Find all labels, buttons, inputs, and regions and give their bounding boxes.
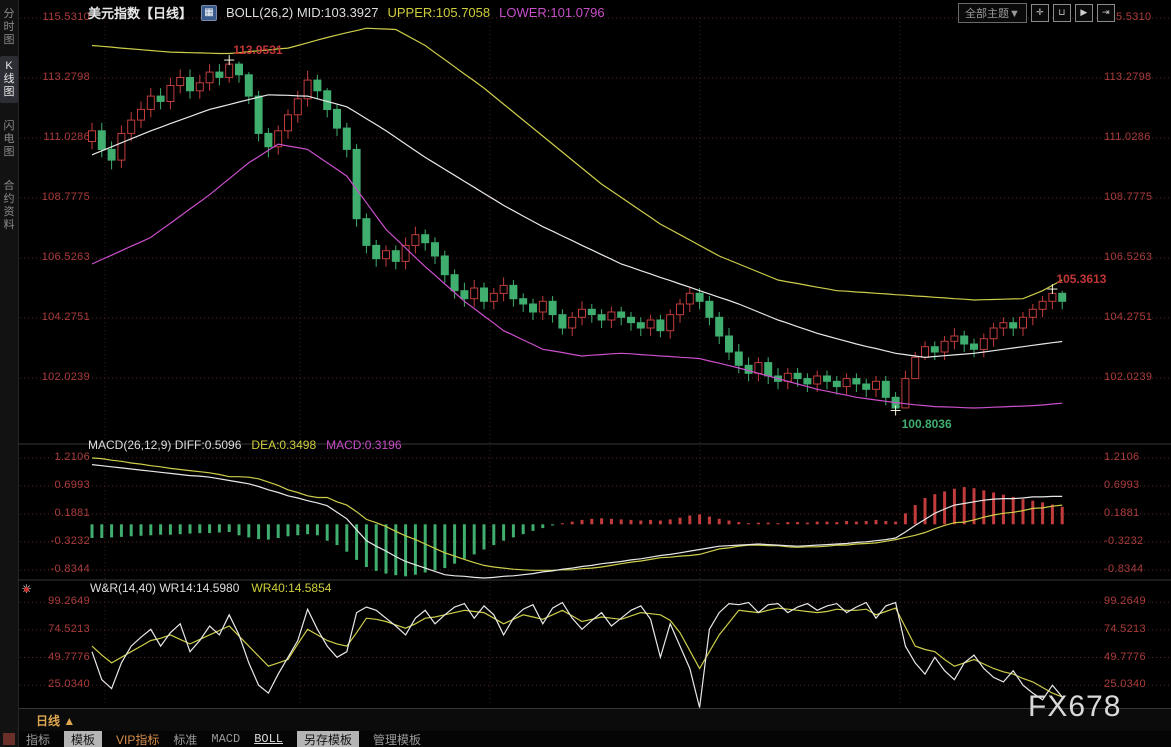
macd-header: MACD(26,12,9) DIFF:0.5096 DEA:0.3498 MAC… bbox=[88, 438, 402, 452]
play-pane-icon[interactable]: ▶ bbox=[1074, 4, 1093, 22]
x-axis-row: 日线 ▲ bbox=[0, 708, 1171, 732]
tab-indicator[interactable]: 指标 bbox=[26, 732, 51, 747]
window-controls: 全部主题▼ ✛ ⊔ ▶ ⇥ bbox=[958, 3, 1115, 23]
main-chart-header: 美元指数【日线】 ▦ BOLL(26,2) MID:103.3927 UPPER… bbox=[88, 3, 605, 22]
boll-mid-label: BOLL(26,2) MID:103.3927 bbox=[226, 5, 379, 20]
corner-icon[interactable] bbox=[3, 733, 15, 745]
macd-dea-label: DEA:0.3498 bbox=[251, 438, 317, 452]
bottom-tab-bar: 指标 模板 VIP指标 标准 MACD BOLL 另存模板 管理模板 bbox=[18, 730, 1171, 747]
macd-diff-label: MACD(26,12,9) DIFF:0.5096 bbox=[88, 438, 242, 452]
boll-lower-label: LOWER:101.0796 bbox=[499, 5, 605, 20]
instrument-title: 美元指数【日线】 bbox=[88, 6, 193, 21]
sidebar: 分时图 K线图 闪电图 合约资料 bbox=[0, 0, 19, 747]
grid-lines bbox=[0, 17, 1171, 706]
price-markers bbox=[224, 55, 1058, 416]
tab-save-template[interactable]: 另存模板 bbox=[297, 730, 360, 747]
macd-panel bbox=[90, 457, 1064, 579]
zoom-pane-icon[interactable]: ⊔ bbox=[1052, 4, 1071, 22]
candlestick-series bbox=[88, 60, 1067, 411]
wr-panel bbox=[91, 601, 1063, 708]
watermark: FX678 bbox=[1028, 690, 1122, 723]
tab-manage-template[interactable]: 管理模板 bbox=[373, 732, 422, 747]
crosshair-icon[interactable]: ✛ bbox=[1030, 4, 1049, 22]
boll-bands bbox=[91, 27, 1063, 409]
indicator-settings-icon[interactable]: ✳ bbox=[20, 583, 33, 596]
sidebar-item-kline[interactable]: K线图 bbox=[0, 56, 18, 103]
wr-header: W&R(14,40) WR14:14.5980 WR40:14.5854 bbox=[90, 581, 331, 595]
tab-vip-indicator[interactable]: VIP指标 bbox=[116, 732, 160, 747]
wr40-label: WR40:14.5854 bbox=[251, 581, 332, 595]
wr14-label: W&R(14,40) WR14:14.5980 bbox=[90, 581, 240, 595]
tab-standard[interactable]: 标准 bbox=[173, 732, 198, 747]
sidebar-item-lightning[interactable]: 闪电图 bbox=[3, 120, 15, 158]
theme-dropdown-button[interactable]: 全部主题▼ bbox=[958, 3, 1027, 23]
indicator-icon[interactable]: ▦ bbox=[201, 4, 218, 21]
tab-boll[interactable]: BOLL bbox=[254, 732, 284, 746]
boll-upper-label: UPPER:105.7058 bbox=[387, 5, 491, 20]
tab-macd[interactable]: MACD bbox=[211, 732, 241, 746]
sidebar-item-timeshare[interactable]: 分时图 bbox=[3, 8, 15, 46]
exit-pane-icon[interactable]: ⇥ bbox=[1096, 4, 1115, 22]
macd-macd-label: MACD:0.3196 bbox=[326, 438, 402, 452]
sidebar-item-contract-info[interactable]: 合约资料 bbox=[3, 180, 15, 231]
period-selector-button[interactable]: 日线 ▲ bbox=[36, 714, 76, 728]
tab-template[interactable]: 模板 bbox=[64, 730, 103, 747]
